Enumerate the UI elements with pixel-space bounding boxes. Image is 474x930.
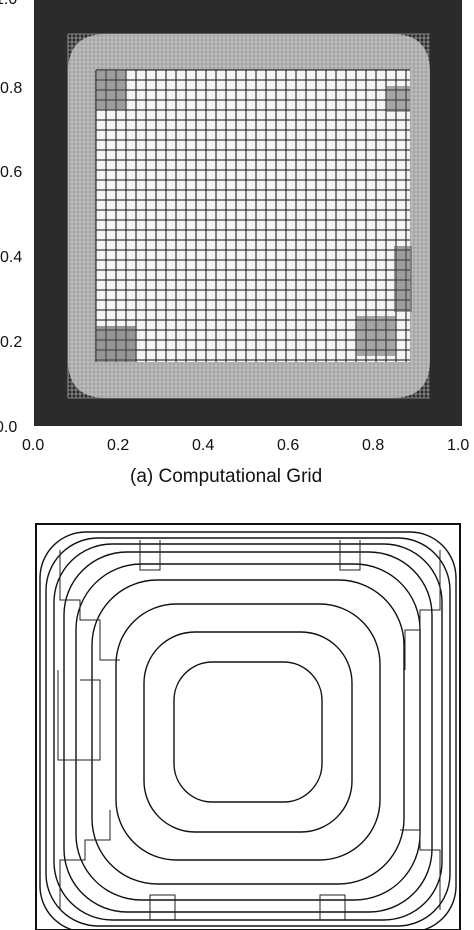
contour-panel (35, 523, 461, 930)
grid-panel (34, 0, 462, 426)
x-tick-label: 0.4 (192, 437, 215, 454)
contour-lines (39, 531, 457, 930)
refined-corner-blocks (96, 70, 412, 362)
x-tick-label: 0.6 (277, 437, 300, 454)
x-tick-label: 0.0 (22, 437, 45, 454)
x-tick-label: 0.8 (362, 437, 385, 454)
y-tick-label: 0.0 (0, 419, 18, 436)
caption-a: (a) Computational Grid (130, 466, 323, 487)
block-outlines (57, 540, 441, 920)
coarse-grid-region (96, 70, 410, 362)
contour-frame (35, 523, 461, 930)
y-tick-label: 0.4 (0, 249, 23, 266)
y-tick-label: 0.6 (0, 164, 23, 181)
x-tick-label: 0.2 (107, 437, 130, 454)
y-tick-label: 1.0 (0, 0, 17, 8)
coarse-grid-lines (95, 69, 410, 362)
y-tick-label: 0.8 (0, 80, 23, 97)
x-tick-label: 1.0 (447, 437, 470, 454)
y-tick-label: 0.2 (0, 334, 23, 351)
